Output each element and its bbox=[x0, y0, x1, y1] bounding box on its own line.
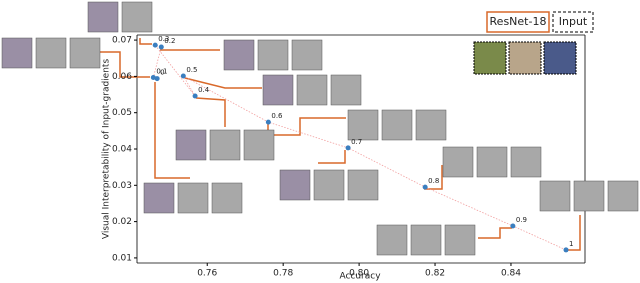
point bbox=[265, 119, 271, 125]
point bbox=[510, 223, 516, 229]
y-tick-label: 0.01 bbox=[112, 253, 132, 263]
point-label: 0.4 bbox=[198, 86, 210, 94]
thumbnail bbox=[211, 182, 243, 214]
legend-box bbox=[486, 11, 550, 33]
thumbnail bbox=[175, 129, 207, 161]
point bbox=[192, 93, 198, 99]
thumbnail bbox=[347, 169, 379, 201]
y-axis-title: Visual Interpretability of Input-gradien… bbox=[102, 59, 112, 240]
thumbnail bbox=[539, 180, 571, 212]
thumbnail bbox=[243, 129, 275, 161]
thumbnail bbox=[296, 74, 328, 106]
thumbnail bbox=[415, 109, 447, 141]
x-tick-label: 0.78 bbox=[273, 269, 293, 279]
legend-label: ResNet-18 bbox=[490, 15, 547, 28]
thumbnail bbox=[69, 37, 101, 69]
thumbnail bbox=[347, 109, 379, 141]
thumbnail bbox=[330, 74, 362, 106]
point bbox=[150, 74, 156, 80]
point-label: 1 bbox=[569, 240, 573, 248]
x-tick-label: 0.82 bbox=[425, 269, 445, 279]
x-tick-label: 0.84 bbox=[501, 269, 521, 279]
thumbnail bbox=[607, 180, 639, 212]
point-label: 0 bbox=[160, 69, 164, 77]
thumbnail bbox=[121, 1, 153, 33]
thumbnail bbox=[444, 224, 476, 256]
x-tick-label: 0.80 bbox=[349, 269, 369, 279]
thumbnail bbox=[376, 224, 408, 256]
thumbnail bbox=[209, 129, 241, 161]
point bbox=[154, 76, 160, 82]
thumbnail bbox=[476, 146, 508, 178]
thumbnail bbox=[262, 74, 294, 106]
point bbox=[563, 247, 569, 253]
y-tick-label: 0.07 bbox=[112, 36, 132, 46]
point-label: 0.3 bbox=[158, 35, 169, 43]
point bbox=[422, 184, 428, 190]
x-axis-title: Accuracy bbox=[339, 272, 381, 282]
thumbnail bbox=[442, 146, 474, 178]
thumbnail bbox=[510, 146, 542, 178]
x-tick-label: 0.76 bbox=[197, 269, 217, 279]
arrows bbox=[100, 38, 581, 251]
point-label: 0.6 bbox=[271, 112, 283, 120]
thumbnail bbox=[279, 169, 311, 201]
thumbnail bbox=[87, 1, 119, 33]
y-tick-label: 0.02 bbox=[112, 217, 132, 227]
thumbnail bbox=[35, 37, 67, 69]
y-tick-label: 0.05 bbox=[112, 108, 132, 118]
thumbnail bbox=[257, 39, 289, 71]
point-label: 0.8 bbox=[428, 177, 439, 185]
input-images bbox=[473, 41, 577, 75]
point-label: 0.1 bbox=[156, 67, 167, 75]
thumbnail bbox=[573, 180, 605, 212]
point bbox=[345, 145, 351, 151]
thumbnail bbox=[1, 37, 33, 69]
thumbnail bbox=[381, 109, 413, 141]
thumbnail bbox=[313, 169, 345, 201]
legend-box bbox=[552, 11, 594, 33]
thumbnail bbox=[223, 39, 255, 71]
point-label: 0.5 bbox=[186, 66, 197, 74]
point bbox=[152, 42, 158, 48]
point-label: 0.7 bbox=[351, 138, 362, 146]
y-tick-label: 0.03 bbox=[112, 181, 132, 191]
y-tick-label: 0.04 bbox=[112, 145, 132, 155]
saliency-maps bbox=[1, 1, 639, 256]
legend-label: Input bbox=[559, 15, 588, 28]
point-label: 0.9 bbox=[516, 216, 527, 224]
thumbnail bbox=[410, 224, 442, 256]
y-tick-label: 0.06 bbox=[112, 72, 132, 82]
thumbnail bbox=[291, 39, 323, 71]
point-label: 0.2 bbox=[164, 37, 175, 45]
thumbnail bbox=[177, 182, 209, 214]
point bbox=[158, 44, 164, 50]
thumbnail bbox=[143, 182, 175, 214]
point bbox=[180, 73, 186, 79]
